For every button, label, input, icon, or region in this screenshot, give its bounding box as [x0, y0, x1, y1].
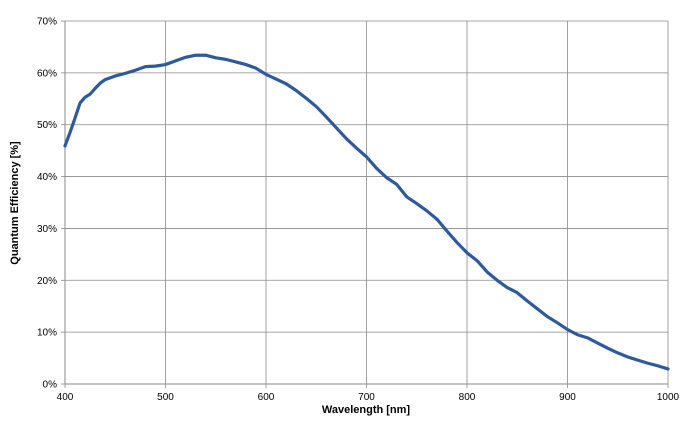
y-tick-label: 0%: [43, 380, 58, 391]
axes: [61, 20, 669, 388]
y-tick-label: 70%: [37, 17, 57, 28]
x-tick-label: 1000: [657, 392, 680, 403]
grid: [65, 20, 669, 384]
x-axis-title: Wavelength [nm]: [322, 404, 411, 416]
y-tick-labels: 0% 10% 20% 30% 40% 50% 60% 70%: [37, 17, 57, 391]
x-tick-label: 400: [57, 392, 74, 403]
x-tick-label: 500: [157, 392, 174, 403]
x-tick-label: 700: [358, 392, 375, 403]
x-tick-label: 900: [559, 392, 576, 403]
y-tick-label: 30%: [37, 224, 57, 235]
y-tick-label: 10%: [37, 328, 57, 339]
y-axis-title: Quantum Efficiency [%]: [9, 141, 21, 265]
y-tick-label: 60%: [37, 68, 57, 79]
series-group: [63, 53, 670, 371]
y-tick-label: 50%: [37, 120, 57, 131]
x-tick-label: 800: [459, 392, 476, 403]
y-tick-label: 20%: [37, 276, 57, 287]
y-tick-label: 40%: [37, 172, 57, 183]
x-tick-label: 600: [258, 392, 275, 403]
x-tick-labels: 400 500 600 700 800 900 1000: [57, 392, 680, 403]
series-line: [63, 53, 670, 371]
